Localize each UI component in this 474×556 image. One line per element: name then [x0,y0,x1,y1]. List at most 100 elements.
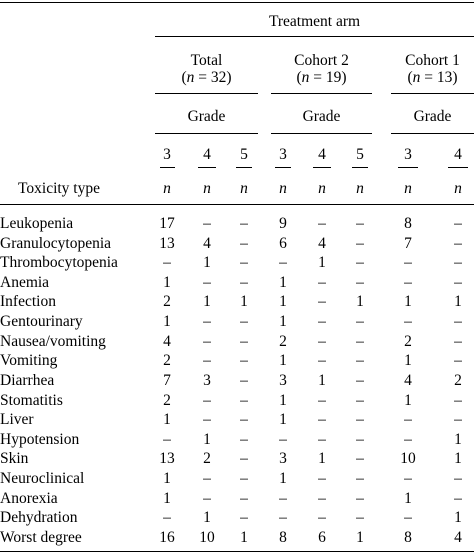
table-cell: 1 [203,254,211,272]
table-cell: – [318,293,326,311]
grade-number-rule [160,167,175,168]
table-cell: – [318,352,326,370]
row-label: Liver [0,411,34,429]
table-cell: – [454,489,462,507]
table-cell: – [163,509,171,527]
table-cell: – [279,489,287,507]
table-cell: – [318,313,326,331]
table-cell: – [356,371,364,389]
table-cell: 2 [454,371,462,389]
table-cell: – [404,430,412,448]
n-label: n [454,180,462,197]
table-cell: – [454,470,462,488]
grade-rule [155,133,258,134]
table-cell: – [356,509,364,527]
row-label: Neuroclinical [0,470,85,488]
grade-label: Grade [302,108,341,125]
grade-number: 3 [163,146,171,163]
table-cell: – [240,254,248,272]
table-cell: 4 [318,234,326,252]
grade-label: Grade [187,108,226,125]
table-cell: 3 [279,450,287,468]
table-cell: – [279,254,287,272]
n-label: n [356,180,364,197]
table-cell: 2 [163,391,171,409]
table-cell: – [203,273,211,291]
grade-number-rule [352,167,368,168]
table-cell: – [404,470,412,488]
grade-number: 4 [318,146,326,163]
table-cell: – [240,332,248,350]
table-cell: 4 [163,332,171,350]
table-cell: – [203,470,211,488]
table-cell: – [318,489,326,507]
table-cell: 1 [279,411,287,429]
group-count: (n = 32) [181,69,232,86]
table-cell: 1 [203,509,211,527]
table-cell: – [356,391,364,409]
table-cell: – [203,352,211,370]
grade-number: 3 [404,146,412,163]
table-cell: 1 [279,293,287,311]
table-cell: 1 [318,450,326,468]
row-label: Nausea/vomiting [0,332,106,350]
group-rule [271,93,372,94]
table-cell: 9 [279,215,287,232]
group-rule [391,93,474,94]
table-cell: 2 [279,332,287,350]
row-label: Gentourinary [0,313,83,331]
group-name: Cohort 1 [405,52,460,69]
table-cell: – [240,313,248,331]
table-cell: – [318,430,326,448]
table-cell: – [454,313,462,331]
row-label: Thrombocytopenia [0,254,118,272]
table-cell: 1 [356,293,364,311]
table-cell: 4 [404,371,412,389]
table-cell: 1 [163,489,171,507]
n-label: n [404,180,412,197]
table-cell: 1 [240,528,248,546]
table-cell: – [279,430,287,448]
table-cell: 1 [240,293,248,311]
row-label: Stomatitis [0,391,63,409]
table-cell: 17 [159,215,175,232]
grade-rule [271,133,372,134]
table-cell: 3 [279,371,287,389]
table-cell: – [203,332,211,350]
table-cell: – [454,411,462,429]
table-cell: – [163,430,171,448]
grade-number: 4 [454,146,462,163]
table-cell: 7 [404,234,412,252]
row-label: Skin [0,450,29,468]
group-count: (n = 13) [407,69,458,86]
table-cell: – [240,450,248,468]
table-cell: – [356,489,364,507]
table-cell: – [240,273,248,291]
title-rule [155,36,474,37]
row-label: Hypotension [0,430,80,448]
row-label: Leukopenia [0,215,74,232]
grade-number-rule [275,167,291,168]
row-label: Anorexia [0,489,58,507]
grade-rule [391,133,474,134]
table-cell: – [318,273,326,291]
grade-number: 3 [279,146,287,163]
table-cell: – [240,430,248,448]
table-cell: – [454,215,462,232]
group-count: (n = 19) [296,69,347,86]
top-rule [0,2,474,4]
table-cell: – [454,234,462,252]
table-cell: – [203,215,211,232]
table-cell: 1 [454,509,462,527]
row-label: Vomiting [0,352,58,370]
table-cell: 1 [454,430,462,448]
table-cell: 1 [318,254,326,272]
table-cell: – [356,332,364,350]
table-cell: – [240,509,248,527]
table-cell: – [454,254,462,272]
table-cell: 1 [454,450,462,468]
table-cell: 10 [199,528,215,546]
table-cell: 7 [163,371,171,389]
table-cell: – [163,254,171,272]
table-cell: 1 [279,313,287,331]
